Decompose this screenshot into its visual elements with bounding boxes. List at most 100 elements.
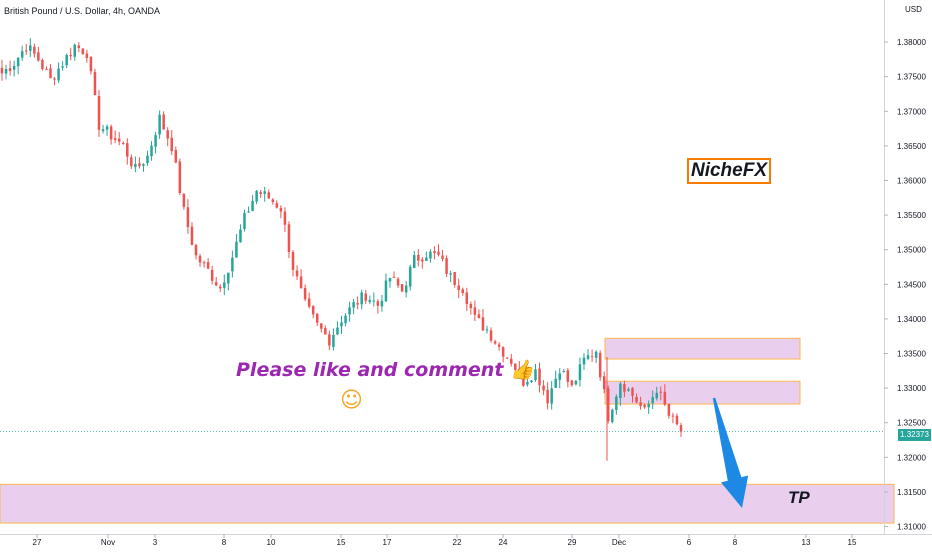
tp-zone <box>0 483 895 524</box>
x-tick-label: 22 <box>453 538 462 547</box>
candle-body <box>627 389 630 391</box>
candle-body <box>198 255 202 263</box>
candle-body <box>675 415 679 425</box>
candle-body <box>45 68 48 70</box>
candle-body <box>16 57 20 67</box>
candle-body <box>65 54 68 66</box>
candle-body <box>247 211 250 213</box>
candle-body <box>69 55 72 57</box>
y-tick-label: 1.35500 <box>897 211 926 220</box>
candle-body <box>639 402 642 407</box>
x-tick-label: Nov <box>101 538 115 547</box>
candle-body <box>227 272 230 284</box>
candle-body <box>457 285 460 291</box>
candle-body <box>623 384 626 392</box>
candle-body <box>679 425 683 432</box>
candle-body <box>210 269 214 281</box>
candle-body <box>93 71 97 96</box>
candle-body <box>105 126 109 130</box>
candle-body <box>554 378 557 388</box>
candle-body <box>566 370 570 382</box>
candle-body <box>12 66 16 70</box>
candle-body <box>509 358 513 364</box>
y-tick-label: 1.31500 <box>897 488 926 497</box>
x-tick-label: 15 <box>848 538 857 547</box>
candle-body <box>570 380 574 386</box>
candle-body <box>538 368 541 386</box>
y-tick-label: 1.32500 <box>897 419 926 428</box>
candle-body <box>469 303 473 309</box>
candle-body <box>291 252 295 270</box>
x-tick-label: 8 <box>222 538 227 547</box>
y-tick-label: 1.32000 <box>897 453 926 462</box>
candle-body <box>659 391 663 393</box>
candle-body <box>425 257 428 261</box>
candle-body <box>214 282 218 286</box>
tp-label: TP <box>788 488 810 507</box>
candle-body <box>505 357 509 359</box>
candle-body <box>146 155 149 163</box>
y-tick-label: 1.33000 <box>897 384 926 393</box>
y-tick-label: 1.33500 <box>897 350 926 359</box>
candle-body <box>578 364 582 380</box>
candle-body <box>635 396 638 403</box>
candle-body <box>400 284 404 292</box>
candle-body <box>8 68 12 72</box>
y-tick-label: 1.34500 <box>897 280 926 289</box>
candle-body <box>97 96 101 130</box>
candle-body <box>311 306 315 315</box>
y-tick-label: 1.37000 <box>897 107 926 116</box>
candle-body <box>113 138 117 140</box>
candle-body <box>590 356 594 358</box>
candle-body <box>190 226 194 245</box>
candle-body <box>328 334 331 346</box>
candle-body <box>441 255 444 259</box>
y-tick-label: 1.31000 <box>897 523 926 532</box>
candle-body <box>611 409 614 423</box>
candle-body <box>85 53 89 59</box>
candle-body <box>186 207 190 227</box>
smiley-icon: ☺ <box>340 388 363 413</box>
candle-body <box>263 191 266 194</box>
candle-body <box>586 355 590 359</box>
candle-body <box>279 207 283 212</box>
candle-body <box>376 301 380 306</box>
candle-body <box>315 313 319 323</box>
supply-zone-upper <box>604 337 801 360</box>
candle-body <box>29 45 32 51</box>
candle-body <box>154 135 157 147</box>
candle-body <box>445 258 448 274</box>
candle-body <box>194 245 198 256</box>
candle-body <box>49 68 52 79</box>
candle-body <box>287 224 291 252</box>
candle-body <box>223 282 226 288</box>
candle-body <box>320 323 323 329</box>
x-tick-label: 10 <box>267 538 276 547</box>
candle-body <box>465 292 469 305</box>
candle-body <box>332 334 335 347</box>
like-comment-text: Please like and comment 👍 <box>236 359 534 381</box>
candle-body <box>602 376 606 390</box>
y-tick-label: 1.34000 <box>897 315 926 324</box>
candle-body <box>283 211 287 225</box>
candle-body <box>404 285 408 293</box>
candle-body <box>138 163 141 167</box>
candle-layer <box>0 38 683 461</box>
y-tick-label: 1.37500 <box>897 73 926 82</box>
candle-body <box>4 68 8 74</box>
candle-body <box>412 255 416 268</box>
candle-body <box>497 344 501 347</box>
candle-body <box>178 161 182 193</box>
candle-body <box>364 293 368 301</box>
candle-body <box>20 51 24 58</box>
candle-body <box>396 278 400 286</box>
candle-body <box>356 303 359 305</box>
candle-body <box>166 130 169 139</box>
candle-body <box>368 299 372 302</box>
candle-body <box>324 328 327 335</box>
candle-body <box>429 251 432 259</box>
candle-body <box>61 66 64 68</box>
